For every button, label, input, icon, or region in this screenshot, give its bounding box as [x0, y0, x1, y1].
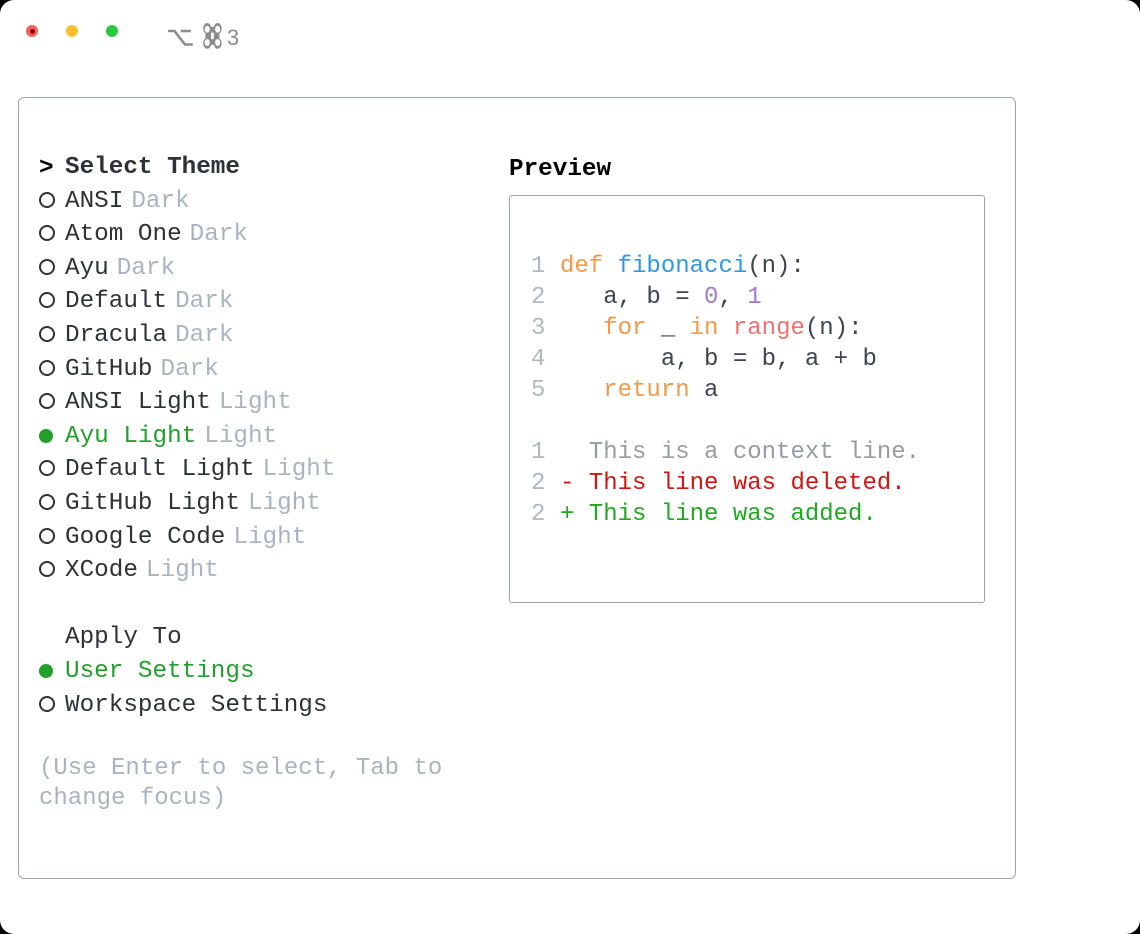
svg-text:3: 3 — [227, 25, 239, 50]
